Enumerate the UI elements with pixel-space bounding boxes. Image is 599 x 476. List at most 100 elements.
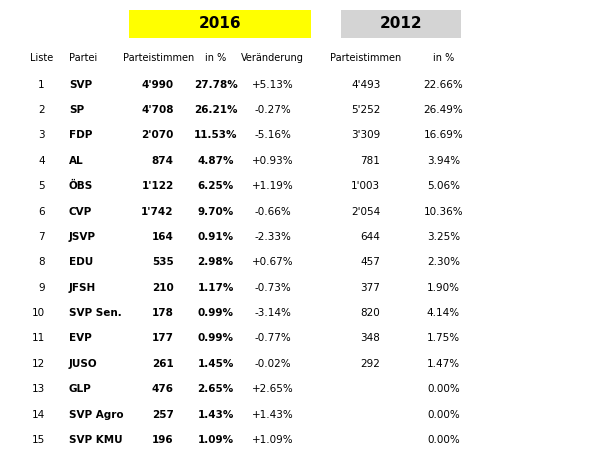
Text: 196: 196 — [152, 435, 174, 445]
Text: +2.65%: +2.65% — [252, 384, 294, 394]
Text: 261: 261 — [152, 359, 174, 369]
Text: 27.78%: 27.78% — [193, 79, 238, 90]
Text: 6.25%: 6.25% — [198, 181, 234, 191]
Text: ÖBS: ÖBS — [69, 181, 93, 191]
Text: 4'708: 4'708 — [141, 105, 174, 115]
Text: +5.13%: +5.13% — [252, 79, 294, 90]
Text: 0.00%: 0.00% — [427, 435, 459, 445]
Text: 6: 6 — [38, 207, 45, 217]
Text: -0.73%: -0.73% — [254, 283, 291, 293]
Text: 1.43%: 1.43% — [198, 409, 234, 419]
Text: 476: 476 — [152, 384, 174, 394]
Text: Parteistimmen: Parteistimmen — [330, 53, 401, 63]
Text: 0.00%: 0.00% — [427, 384, 459, 394]
Text: 457: 457 — [361, 258, 380, 268]
Text: 1.17%: 1.17% — [198, 283, 234, 293]
Text: 3.25%: 3.25% — [426, 232, 460, 242]
Text: AL: AL — [69, 156, 83, 166]
Text: 26.21%: 26.21% — [194, 105, 237, 115]
Text: 10: 10 — [32, 308, 45, 318]
Text: 257: 257 — [152, 409, 174, 419]
Text: EDU: EDU — [69, 258, 93, 268]
Text: 15: 15 — [32, 435, 45, 445]
Text: 1'003: 1'003 — [351, 181, 380, 191]
Text: 13: 13 — [32, 384, 45, 394]
Text: +0.93%: +0.93% — [252, 156, 294, 166]
Text: 0.91%: 0.91% — [198, 232, 234, 242]
Text: 348: 348 — [361, 333, 380, 344]
Text: 5'252: 5'252 — [351, 105, 380, 115]
Text: 3: 3 — [38, 130, 45, 140]
Text: 9.70%: 9.70% — [198, 207, 234, 217]
Text: -0.66%: -0.66% — [254, 207, 291, 217]
Text: 4.87%: 4.87% — [198, 156, 234, 166]
Text: SVP Sen.: SVP Sen. — [69, 308, 122, 318]
Text: 2012: 2012 — [380, 16, 423, 31]
Text: CVP: CVP — [69, 207, 92, 217]
Text: 22.66%: 22.66% — [423, 79, 463, 90]
Text: GLP: GLP — [69, 384, 92, 394]
Text: 12: 12 — [32, 359, 45, 369]
Text: 5.06%: 5.06% — [426, 181, 460, 191]
Text: 1.09%: 1.09% — [198, 435, 234, 445]
Text: SVP Agro: SVP Agro — [69, 409, 123, 419]
Text: 4'493: 4'493 — [351, 79, 380, 90]
Text: FDP: FDP — [69, 130, 92, 140]
Text: 781: 781 — [361, 156, 380, 166]
Text: 292: 292 — [361, 359, 380, 369]
Text: 3.94%: 3.94% — [426, 156, 460, 166]
Text: 210: 210 — [152, 283, 174, 293]
Text: in %: in % — [205, 53, 226, 63]
Text: 11: 11 — [32, 333, 45, 344]
Text: +0.67%: +0.67% — [252, 258, 294, 268]
Text: Liste: Liste — [30, 53, 53, 63]
Text: 16.69%: 16.69% — [423, 130, 463, 140]
Text: 377: 377 — [361, 283, 380, 293]
Text: 4: 4 — [38, 156, 45, 166]
Text: SP: SP — [69, 105, 84, 115]
Text: 177: 177 — [152, 333, 174, 344]
Text: SVP: SVP — [69, 79, 92, 90]
Text: -0.77%: -0.77% — [254, 333, 291, 344]
Text: 1'742: 1'742 — [141, 207, 174, 217]
Text: 1: 1 — [38, 79, 45, 90]
Text: -2.33%: -2.33% — [254, 232, 291, 242]
Text: 8: 8 — [38, 258, 45, 268]
Text: 2.30%: 2.30% — [426, 258, 460, 268]
Text: 2'070: 2'070 — [141, 130, 174, 140]
Text: 178: 178 — [152, 308, 174, 318]
Text: -0.02%: -0.02% — [254, 359, 291, 369]
Text: Partei: Partei — [69, 53, 97, 63]
Text: EVP: EVP — [69, 333, 92, 344]
Text: 5: 5 — [38, 181, 45, 191]
FancyBboxPatch shape — [129, 10, 311, 38]
Text: 4'990: 4'990 — [141, 79, 174, 90]
Text: 1.47%: 1.47% — [426, 359, 460, 369]
Text: 535: 535 — [152, 258, 174, 268]
Text: JUSO: JUSO — [69, 359, 98, 369]
Text: -5.16%: -5.16% — [254, 130, 291, 140]
Text: +1.19%: +1.19% — [252, 181, 294, 191]
Text: JSVP: JSVP — [69, 232, 96, 242]
FancyBboxPatch shape — [341, 10, 461, 38]
Text: 164: 164 — [152, 232, 174, 242]
Text: 0.99%: 0.99% — [198, 308, 234, 318]
Text: in %: in % — [432, 53, 454, 63]
Text: 11.53%: 11.53% — [194, 130, 237, 140]
Text: Veränderung: Veränderung — [241, 53, 304, 63]
Text: +1.09%: +1.09% — [252, 435, 294, 445]
Text: -3.14%: -3.14% — [254, 308, 291, 318]
Text: +1.43%: +1.43% — [252, 409, 294, 419]
Text: 2: 2 — [38, 105, 45, 115]
Text: 2.98%: 2.98% — [198, 258, 234, 268]
Text: 1.90%: 1.90% — [426, 283, 460, 293]
Text: JFSH: JFSH — [69, 283, 96, 293]
Text: SVP KMU: SVP KMU — [69, 435, 123, 445]
Text: 2.65%: 2.65% — [198, 384, 234, 394]
Text: 820: 820 — [361, 308, 380, 318]
Text: Parteistimmen: Parteistimmen — [123, 53, 194, 63]
Text: 1.45%: 1.45% — [198, 359, 234, 369]
Text: 9: 9 — [38, 283, 45, 293]
Text: 1'122: 1'122 — [141, 181, 174, 191]
Text: 2016: 2016 — [199, 16, 241, 31]
